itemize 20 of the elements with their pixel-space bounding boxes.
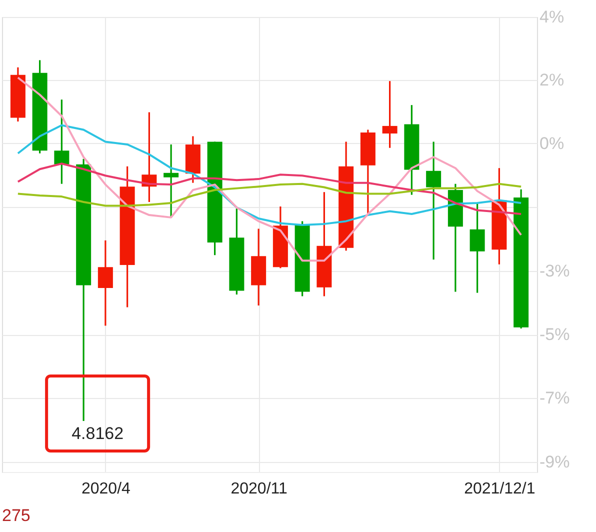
y-tick-label: -3% xyxy=(540,261,570,280)
line-series xyxy=(16,124,522,226)
candlestick xyxy=(164,144,179,218)
candlestick xyxy=(426,140,442,260)
candlestick xyxy=(54,98,70,185)
y-tick-label: -7% xyxy=(540,388,570,408)
x-tick-label: 2020/4 xyxy=(81,480,131,498)
text: 275 xyxy=(2,506,30,525)
x-tick-label: 2020/11 xyxy=(230,480,288,498)
y-tick-label: -5% xyxy=(540,325,570,344)
candlestick xyxy=(382,80,398,149)
y-tick-label: 0% xyxy=(540,134,564,153)
line-series xyxy=(16,76,522,262)
y-tick-label: -9% xyxy=(540,452,570,472)
candlestick xyxy=(98,240,113,326)
annotation: 4.8162 xyxy=(72,424,124,443)
candlestick xyxy=(470,202,485,294)
y-tick-label: 4% xyxy=(540,8,564,26)
x-tick-label: 2021/12/1 xyxy=(464,480,536,498)
y-tick-label: 2% xyxy=(540,70,564,90)
